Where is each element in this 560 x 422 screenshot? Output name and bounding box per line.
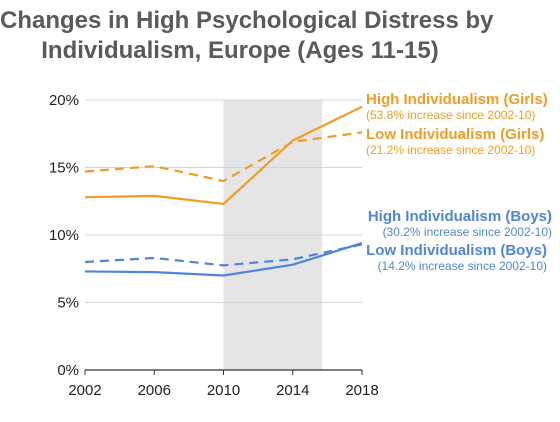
series-note-3: (14.2% increase since 2002-10) xyxy=(378,259,547,273)
chart-title-line-2: Individualism, Europe (Ages 11-15) xyxy=(41,37,439,64)
series-lines xyxy=(84,105,363,277)
series-line-2 xyxy=(84,242,363,277)
series-note-2: (30.2% increase since 2002-10) xyxy=(383,225,552,239)
series-label-0: High Individualism (Girls) xyxy=(366,91,548,108)
series-label-1: Low Individualism (Girls) xyxy=(366,126,544,143)
y-tick-label-10: 10% xyxy=(49,227,79,244)
x-tick-label-2006: 2006 xyxy=(138,382,171,399)
series-note-1: (21.2% increase since 2002-10) xyxy=(366,143,535,157)
y-tick-label-0: 0% xyxy=(57,362,79,379)
series-label-3: Low Individualism (Boys) xyxy=(366,242,547,259)
series-line-1 xyxy=(84,131,363,183)
series-labels: High Individualism (Girls)(53.8% increas… xyxy=(366,91,552,273)
series-label-2: High Individualism (Boys) xyxy=(368,208,552,225)
axes: 0% 5% 10% 15% 20% 2002 2006 2010 2014 2018 xyxy=(49,92,379,399)
series-note-0: (53.8% increase since 2002-10) xyxy=(366,108,535,122)
x-tick-label-2002: 2002 xyxy=(68,382,101,399)
chart-title-line-1: Changes in High Psychological Distress b… xyxy=(0,7,494,34)
series-line-3 xyxy=(84,243,363,267)
x-tick-label-2018: 2018 xyxy=(345,382,378,399)
x-tick-label-2010: 2010 xyxy=(207,382,240,399)
y-tick-label-20: 20% xyxy=(49,92,79,109)
y-tick-label-5: 5% xyxy=(57,295,79,312)
y-tick-label-15: 15% xyxy=(49,160,79,177)
series-line-0 xyxy=(84,105,363,206)
x-tick-label-2014: 2014 xyxy=(276,382,309,399)
chart-title: Changes in High Psychological Distress b… xyxy=(0,6,494,66)
